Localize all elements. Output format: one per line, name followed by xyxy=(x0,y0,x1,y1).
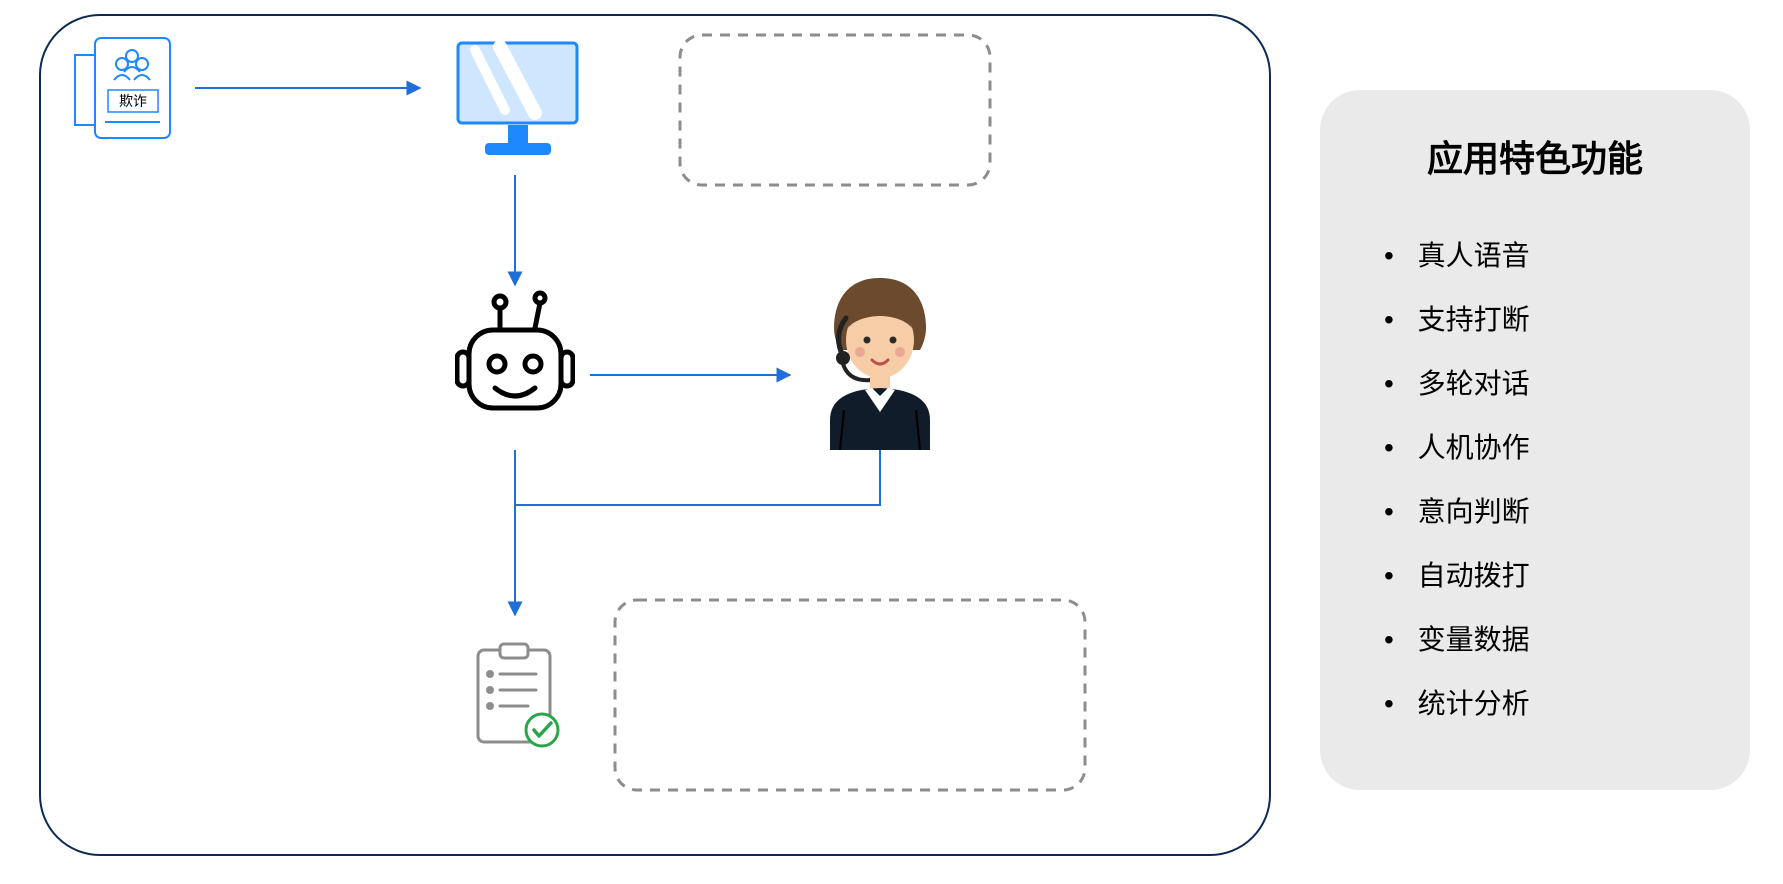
side-panel-title: 应用特色功能 xyxy=(1364,130,1706,182)
fraud-document-icon: 欺诈 xyxy=(70,30,180,150)
feature-item: 人机协作 xyxy=(1364,416,1706,480)
side-panel: 应用特色功能 真人语音支持打断多轮对话人机协作意向判断自动拨打变量数据统计分析 xyxy=(1320,90,1750,790)
feature-item: 多轮对话 xyxy=(1364,352,1706,416)
feature-item: 意向判断 xyxy=(1364,480,1706,544)
report-icon xyxy=(470,640,565,750)
svg-text:欺诈: 欺诈 xyxy=(119,94,147,110)
monitor-icon xyxy=(450,35,585,165)
dashed-box-bottom xyxy=(615,600,1085,790)
feature-item: 支持打断 xyxy=(1364,288,1706,352)
dashed-box-top xyxy=(680,35,990,185)
side-panel-list: 真人语音支持打断多轮对话人机协作意向判断自动拨打变量数据统计分析 xyxy=(1364,224,1706,736)
feature-item: 真人语音 xyxy=(1364,224,1706,288)
merge-bracket xyxy=(515,450,880,505)
feature-item: 自动拨打 xyxy=(1364,544,1706,608)
feature-item: 统计分析 xyxy=(1364,672,1706,736)
robot-icon xyxy=(455,290,575,425)
agent-icon xyxy=(810,270,950,450)
feature-item: 变量数据 xyxy=(1364,608,1706,672)
